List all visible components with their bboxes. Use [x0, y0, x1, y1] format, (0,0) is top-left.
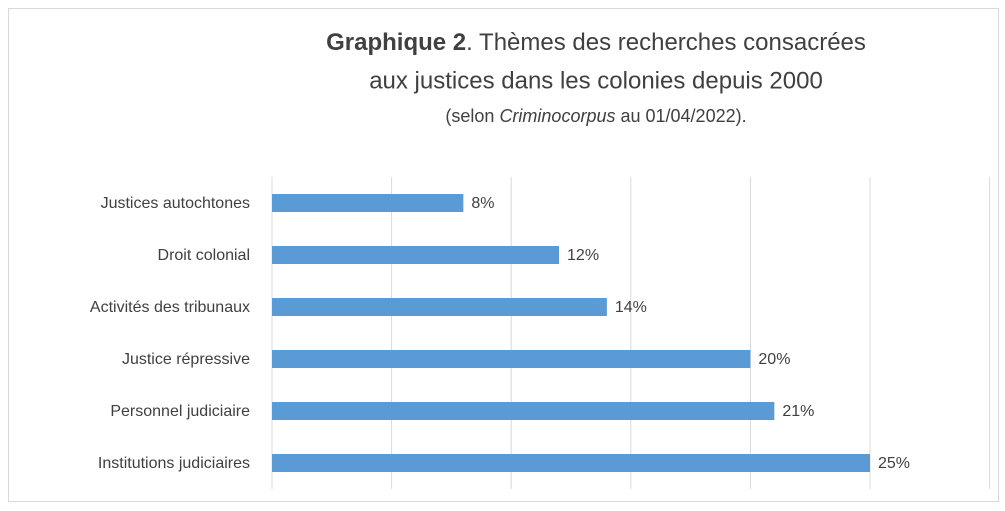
- title-line2: aux justices dans les colonies depuis 20…: [369, 67, 823, 94]
- data-label: 25%: [878, 455, 910, 472]
- bar: [272, 402, 775, 420]
- data-label: 21%: [782, 403, 814, 420]
- bar: [272, 454, 870, 472]
- subtitle-before: (selon: [445, 106, 499, 126]
- chart-title: Graphique 2. Thèmes des recherches consa…: [326, 29, 866, 56]
- subtitle-italic: Criminocorpus: [499, 106, 615, 126]
- y-tick-label: Justices autochtones: [101, 195, 250, 212]
- subtitle-after: au 01/04/2022).: [615, 106, 746, 126]
- bar: [272, 194, 464, 212]
- y-tick-label: Personnel judiciaire: [110, 403, 250, 420]
- title-bold: Graphique 2: [326, 29, 466, 56]
- title-line1: . Thèmes des recherches consacrées: [466, 29, 866, 56]
- data-label: 12%: [567, 247, 599, 264]
- y-tick-label: Justice répressive: [122, 351, 250, 368]
- bar: [272, 350, 751, 368]
- data-label: 8%: [471, 195, 494, 212]
- chart-subtitle: (selon Criminocorpus au 01/04/2022).: [445, 106, 746, 126]
- bar: [272, 246, 560, 264]
- bar: [272, 298, 607, 316]
- y-tick-label: Activités des tribunaux: [90, 299, 250, 316]
- data-label: 14%: [615, 299, 647, 316]
- y-tick-label: Droit colonial: [158, 247, 250, 264]
- y-tick-label: Institutions judiciaires: [98, 455, 250, 472]
- data-label: 20%: [758, 351, 790, 368]
